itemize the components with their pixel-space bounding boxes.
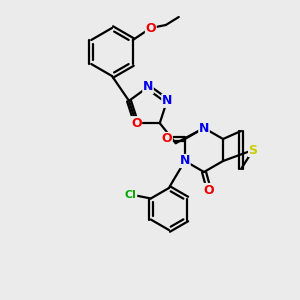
Text: N: N [199, 122, 209, 134]
Text: O: O [162, 133, 172, 146]
Text: Cl: Cl [125, 190, 137, 200]
Text: N: N [143, 80, 153, 94]
Text: O: O [131, 117, 142, 130]
Text: O: O [146, 22, 156, 34]
Text: N: N [162, 94, 172, 107]
Text: S: S [249, 143, 258, 157]
Text: N: N [180, 154, 190, 167]
Text: O: O [204, 184, 214, 196]
